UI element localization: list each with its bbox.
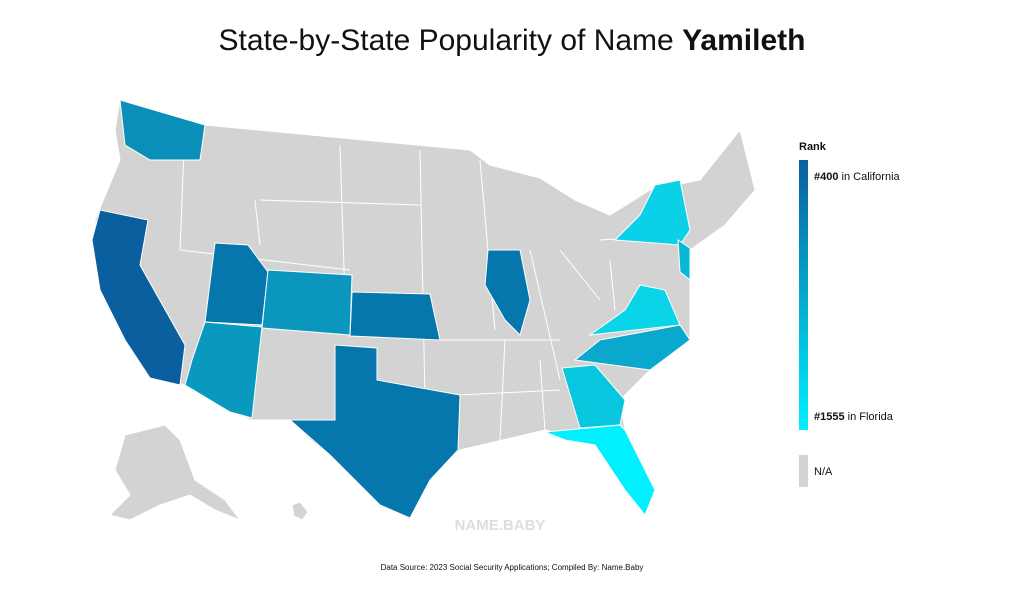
state [677, 239, 691, 282]
legend-title: Rank [799, 141, 827, 153]
legend-bottom-place: in Florida [848, 411, 894, 423]
legend-top-rank: #400 [814, 171, 838, 183]
legend-bottom-rank: #1555 [814, 411, 845, 423]
state [573, 324, 691, 371]
state [184, 321, 263, 419]
legend-top: #400 in California [814, 171, 901, 183]
title: State-by-State Popularity of Name Yamile… [219, 24, 806, 57]
legend-top-place: in California [842, 171, 901, 183]
state [288, 344, 461, 519]
state [91, 209, 186, 386]
watermark: NAME.BABY [455, 517, 546, 534]
title-text: State-by-State Popularity of Name [219, 24, 674, 57]
title-name: Yamileth [682, 24, 805, 57]
map [91, 99, 756, 522]
state [588, 284, 681, 336]
footer: Data Source: 2023 Social Security Applic… [381, 563, 644, 572]
legend-na: N/A [814, 466, 833, 478]
hawaii [291, 501, 309, 521]
alaska [109, 424, 242, 522]
state [561, 364, 626, 429]
state [544, 424, 656, 516]
state [349, 291, 441, 341]
state [119, 99, 206, 161]
state [261, 269, 353, 336]
legend-na-swatch [799, 455, 808, 487]
legend-gradient [799, 160, 808, 430]
legend: Rank #400 in California #1555 in Florida… [799, 141, 901, 487]
state [484, 249, 531, 336]
legend-bottom: #1555 in Florida [814, 411, 894, 423]
